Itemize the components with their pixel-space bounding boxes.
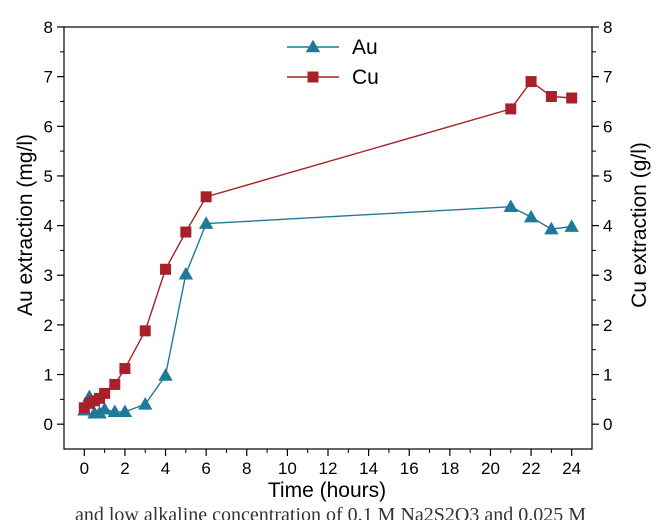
y-tick-label-left: 4 [44, 217, 53, 236]
y-axis-title-left: Au extraction (mg/l) [14, 134, 37, 316]
data-point-au [158, 368, 173, 381]
data-point-cu [180, 226, 192, 238]
y-tick-label-right: 7 [603, 68, 612, 87]
data-point-au [564, 219, 579, 232]
y-tick-label-left: 6 [44, 117, 53, 136]
plot-frame [63, 26, 593, 450]
data-point-cu [139, 325, 151, 337]
y-tick-label-right: 6 [603, 117, 612, 136]
x-tick-label: 4 [161, 459, 170, 478]
legend-label-cu: Cu [352, 66, 379, 89]
y-tick-label-right: 1 [603, 366, 612, 385]
data-point-cu [109, 378, 121, 390]
data-point-au [503, 199, 518, 212]
data-point-cu [99, 387, 111, 399]
y-tick-label-left: 7 [44, 68, 53, 87]
data-point-au [117, 404, 133, 418]
y-tick-label-right: 2 [603, 316, 612, 335]
y-tick-label-left: 0 [44, 415, 53, 434]
legend-marker-cu [307, 71, 319, 83]
x-tick-label: 0 [80, 459, 89, 478]
y-tick-label-left: 3 [44, 266, 53, 285]
y-tick-label-right: 8 [603, 18, 612, 37]
data-point-cu [160, 263, 172, 275]
x-tick-label: 8 [242, 459, 251, 478]
data-point-au [178, 266, 194, 280]
x-tick-label: 10 [278, 459, 297, 478]
legend-label-au: Au [352, 36, 378, 59]
x-tick-label: 18 [440, 459, 459, 478]
x-tick-label: 20 [481, 459, 500, 478]
data-point-cu [545, 91, 557, 103]
y-tick-label-right: 0 [603, 415, 612, 434]
data-point-au [523, 209, 539, 223]
data-point-cu [119, 363, 131, 375]
x-tick-label: 24 [562, 459, 581, 478]
series-line-cu [83, 80, 572, 409]
series-line-au [83, 205, 572, 414]
data-point-au [198, 216, 214, 229]
x-tick-label: 12 [319, 459, 338, 478]
data-point-cu [505, 103, 517, 115]
x-tick-label: 14 [359, 459, 378, 478]
data-point-au [138, 397, 153, 410]
data-point-au [544, 221, 559, 235]
data-point-cu [200, 191, 212, 203]
y-tick-label-right: 4 [603, 217, 612, 236]
y-tick-label-left: 1 [44, 366, 53, 385]
x-tick-label: 16 [400, 459, 419, 478]
x-axis-title: Time (hours) [268, 479, 386, 502]
y-tick-label-right: 3 [603, 266, 612, 285]
y-axis-title-right: Cu extraction (g/l) [628, 142, 651, 308]
data-point-au [107, 404, 122, 418]
figure-caption: and low alkaline concentration of 0.1 M … [74, 504, 586, 520]
x-tick-label: 6 [201, 459, 210, 478]
legend-marker-au [305, 39, 321, 53]
y-tick-label-left: 2 [44, 316, 53, 335]
data-point-cu [566, 92, 578, 104]
legend: Au Cu [287, 36, 379, 89]
x-tick-label: 22 [522, 459, 541, 478]
y-tick-label-left: 8 [44, 18, 53, 37]
y-tick-label-right: 5 [603, 167, 612, 186]
data-point-cu [525, 76, 537, 88]
data-point-au [97, 401, 112, 415]
x-tick-label: 2 [120, 459, 129, 478]
y-tick-label-left: 5 [44, 167, 53, 186]
